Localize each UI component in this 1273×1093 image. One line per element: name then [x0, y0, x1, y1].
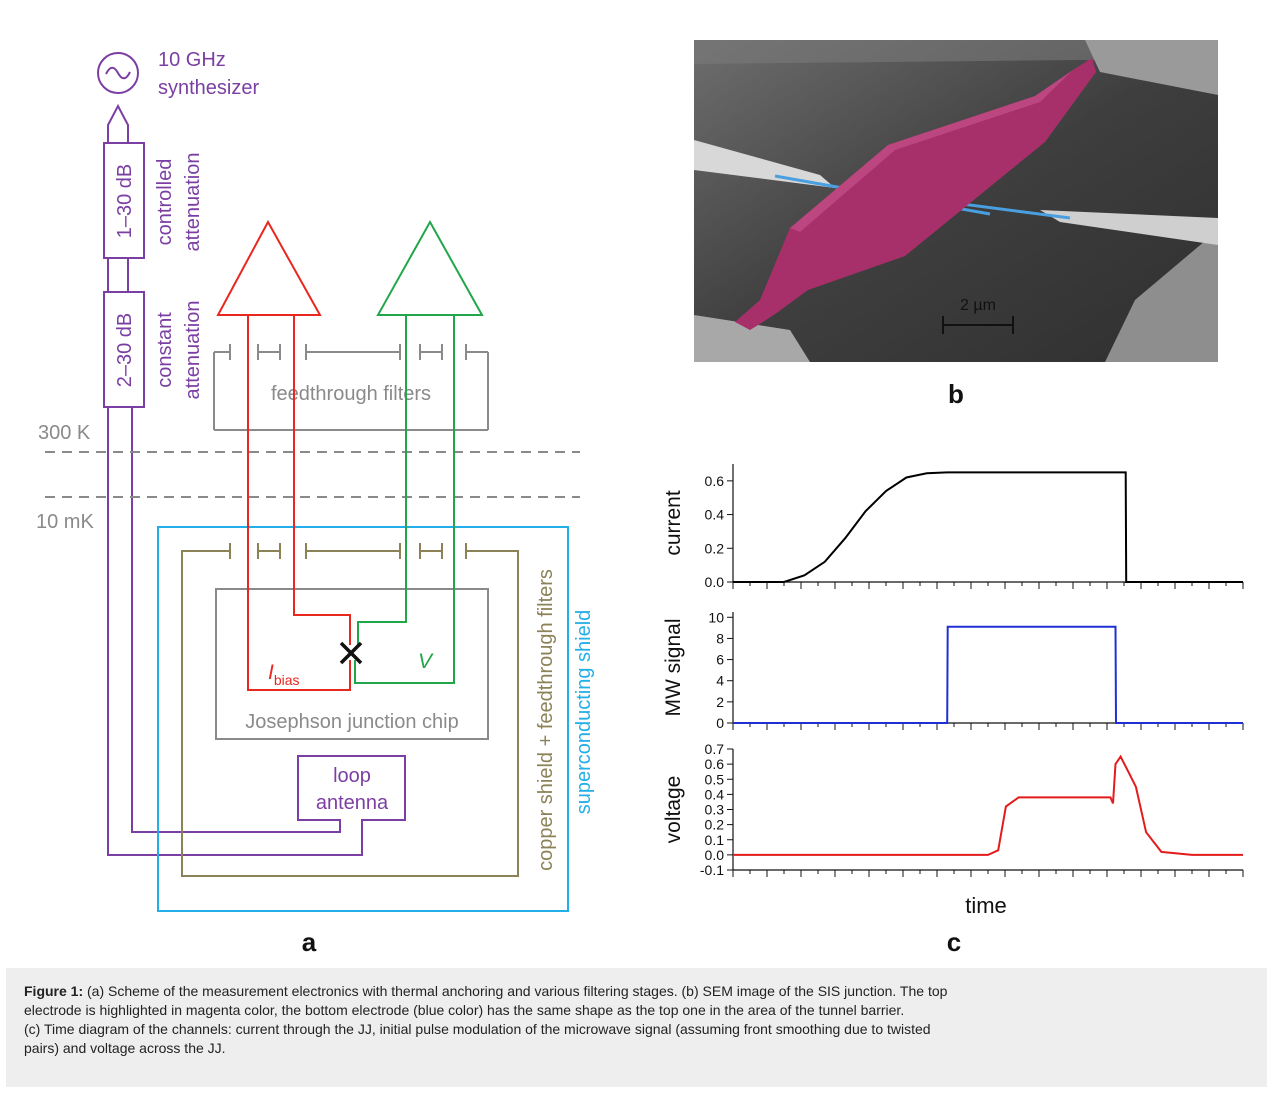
- att2-label-1: constant: [154, 312, 176, 388]
- feedthrough-label: feedthrough filters: [271, 383, 431, 405]
- superconducting-shield: [157, 526, 569, 912]
- series-line-1: [733, 625, 1243, 724]
- att2-value: 2–30 dB: [114, 313, 136, 388]
- panel-b-sem-image: 2 µm b: [694, 40, 1218, 409]
- temp-10mk: 10 mK: [36, 511, 94, 533]
- y-tick-label: 8: [716, 630, 724, 646]
- caption-line-4: pairs) and voltage across the JJ.: [24, 1040, 226, 1056]
- y-tick-label: 0.7: [705, 741, 725, 757]
- chip-label: Josephson junction chip: [245, 711, 458, 733]
- y-axis-label-0: current: [662, 490, 685, 556]
- temp-300k: 300 K: [38, 422, 91, 444]
- scale-label: 2 µm: [960, 297, 996, 314]
- att1-label-1: controlled: [154, 159, 176, 246]
- y-tick-label: 0.0: [705, 847, 725, 863]
- series-line-0: [733, 471, 1243, 583]
- att1-value: 1–30 dB: [114, 164, 136, 239]
- panel-c-label: c: [947, 927, 961, 957]
- caption-line-2: electrode is highlighted in magenta colo…: [24, 1002, 905, 1018]
- josephson-chip: [215, 588, 489, 740]
- antenna-label-2: antenna: [316, 792, 389, 814]
- att1-label-2: attenuation: [182, 153, 204, 252]
- y-tick-label: 6: [716, 652, 724, 668]
- y-tick-label: 0.2: [705, 540, 725, 556]
- caption-figure-number: Figure 1:: [24, 983, 84, 999]
- figure: 10 GHz synthesizer 1–30 dB controlled at…: [36, 40, 1244, 957]
- top-electrode: [735, 58, 1096, 330]
- y-tick-label: 0: [716, 715, 724, 731]
- y-tick-label: 0.5: [705, 771, 725, 787]
- y-tick-label: 0.6: [705, 473, 725, 489]
- panel-b-label: b: [948, 379, 964, 409]
- controlled-attenuator: [103, 142, 145, 259]
- synthesizer-icon: [97, 52, 139, 94]
- y-tick-label: 10: [708, 609, 724, 625]
- y-tick-label: 0.3: [705, 802, 725, 818]
- y-tick-label: 0.6: [705, 756, 725, 772]
- synth-label-1: 10 GHz: [158, 49, 226, 71]
- y-tick-label: -0.1: [700, 862, 724, 878]
- feedthrough-filters: [213, 344, 489, 431]
- y-tick-label: 4: [716, 673, 724, 689]
- y-tick-label: 2: [716, 694, 724, 710]
- sc-shield-label: superconducting shield: [573, 610, 595, 815]
- constant-attenuator: [103, 291, 145, 408]
- current-amplifier-icon: [216, 219, 322, 316]
- x-axis-label: time: [965, 893, 1007, 918]
- copper-shield-label: copper shield + feedthrough filters: [535, 569, 557, 871]
- series-line-2: [733, 754, 1243, 856]
- bias-current-label: Ibias: [268, 661, 300, 688]
- junction-cross-icon: [339, 641, 363, 665]
- y-axis-label-2: voltage: [662, 776, 685, 844]
- voltage-amplifier-icon: [376, 219, 484, 316]
- panel-a-schematic: 10 GHz synthesizer 1–30 dB controlled at…: [36, 49, 595, 957]
- copper-shield: [181, 543, 519, 877]
- panel-a-label: a: [302, 927, 317, 957]
- scale-bar: [942, 316, 1014, 334]
- y-tick-label: 0.2: [705, 817, 725, 833]
- antenna-label-1: loop: [333, 765, 371, 787]
- y-tick-label: 0.0: [705, 574, 725, 590]
- att2-label-2: attenuation: [182, 301, 204, 400]
- synth-label-2: synthesizer: [158, 77, 259, 99]
- y-axis-label-1: MW signal: [662, 618, 685, 716]
- y-tick-label: 0.4: [705, 786, 725, 802]
- y-tick-label: 0.1: [705, 832, 725, 848]
- figure-caption: Figure 1: (a) Scheme of the measurement …: [6, 968, 1267, 1087]
- caption-line-3: (c) Time diagram of the channels: curren…: [24, 1021, 931, 1037]
- caption-line-1: (a) Scheme of the measurement electronic…: [83, 983, 948, 999]
- y-tick-label: 0.4: [705, 507, 725, 523]
- voltage-label: V: [418, 650, 434, 673]
